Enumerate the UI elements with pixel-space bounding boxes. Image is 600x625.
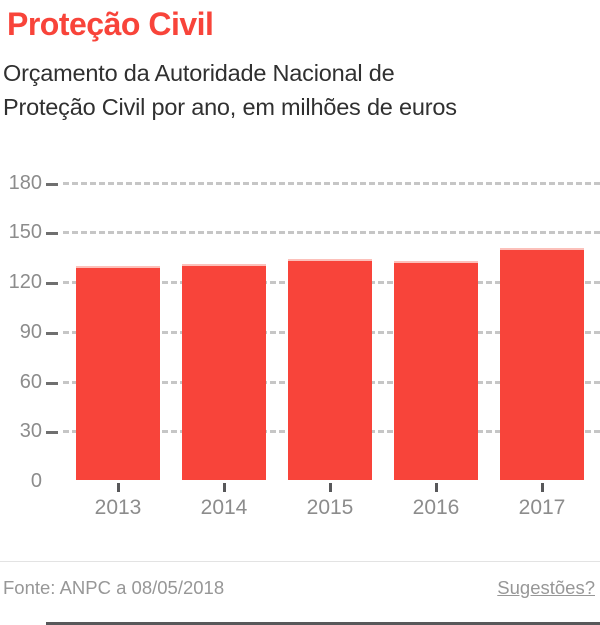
y-axis-label-150: 150	[8, 221, 42, 244]
x-axis-label-2014: 2014	[200, 496, 248, 519]
source-note: Fonte: ANPC a 08/05/2018	[3, 577, 225, 598]
x-tick-2013	[116, 483, 120, 492]
y-axis-label-0: 0	[30, 470, 42, 493]
x-cell-2013: 2013	[76, 483, 160, 520]
x-axis-labels: 2013 2014 2015 2016 2017	[60, 483, 600, 520]
y-tick-180	[46, 182, 58, 186]
bars-container	[60, 142, 600, 480]
page-title: Proteção Civil	[7, 6, 214, 42]
y-axis-label-90: 90	[19, 320, 42, 343]
suggestions-link[interactable]: Sugestões?	[497, 577, 595, 598]
y-axis-label-120: 120	[8, 271, 42, 294]
gridline-dash-150	[63, 231, 600, 235]
y-axis-label-60: 60	[19, 370, 42, 393]
x-axis-label-2016: 2016	[412, 496, 460, 519]
x-tick-2017	[540, 483, 544, 492]
y-axis-label-30: 30	[19, 420, 42, 443]
bar-2013	[76, 265, 160, 480]
y-tick-120	[46, 282, 58, 286]
x-tick-2016	[434, 483, 438, 492]
footer-divider	[0, 561, 600, 562]
y-tick-150	[46, 232, 58, 236]
x-tick-2014	[222, 483, 226, 492]
bar-2016	[394, 260, 478, 480]
bar-2014	[182, 264, 266, 480]
x-cell-2015: 2015	[288, 483, 372, 520]
y-tick-60	[46, 381, 58, 385]
gridline-dash-180	[63, 181, 600, 185]
x-cell-2014: 2014	[182, 483, 266, 520]
x-cell-2016: 2016	[394, 483, 478, 520]
x-axis-label-2017: 2017	[518, 496, 566, 519]
y-tick-30	[46, 431, 58, 435]
y-axis-label-180: 180	[8, 171, 42, 194]
x-axis-label-2015: 2015	[306, 496, 354, 519]
x-cell-2017: 2017	[500, 483, 584, 520]
x-tick-2015	[328, 483, 332, 492]
y-tick-90	[46, 331, 58, 335]
footer: Fonte: ANPC a 08/05/2018 Sugestões?	[3, 577, 595, 599]
bar-2015	[288, 259, 372, 480]
bar-2017	[500, 247, 584, 480]
x-axis-label-2013: 2013	[94, 496, 142, 519]
chart-subtitle: Orçamento da Autoridade Nacional de Prot…	[3, 60, 457, 120]
bar-chart: 0 30 60 90 120 150 180	[0, 142, 600, 625]
